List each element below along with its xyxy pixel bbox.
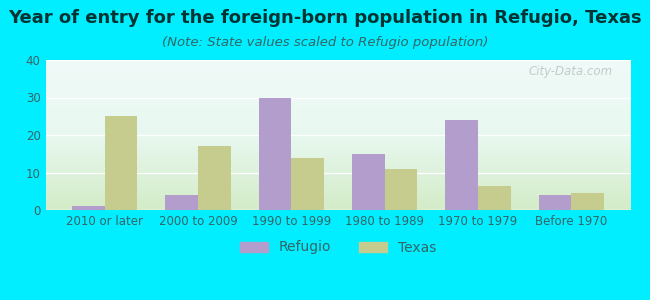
Text: Year of entry for the foreign-born population in Refugio, Texas: Year of entry for the foreign-born popul… (8, 9, 642, 27)
Bar (165, 195, 198, 210)
Bar (571, 193, 604, 210)
Bar (445, 120, 478, 210)
Bar (259, 98, 291, 210)
Bar (385, 169, 417, 210)
Legend: Refugio, Texas: Refugio, Texas (234, 235, 442, 260)
Bar (478, 186, 511, 210)
Text: (Note: State values scaled to Refugio population): (Note: State values scaled to Refugio po… (162, 36, 488, 49)
Bar (352, 154, 385, 210)
Bar (72, 206, 105, 210)
Bar (291, 158, 324, 210)
Bar (539, 195, 571, 210)
Bar (198, 146, 231, 210)
Bar (105, 116, 137, 210)
Text: City-Data.com: City-Data.com (529, 64, 613, 77)
